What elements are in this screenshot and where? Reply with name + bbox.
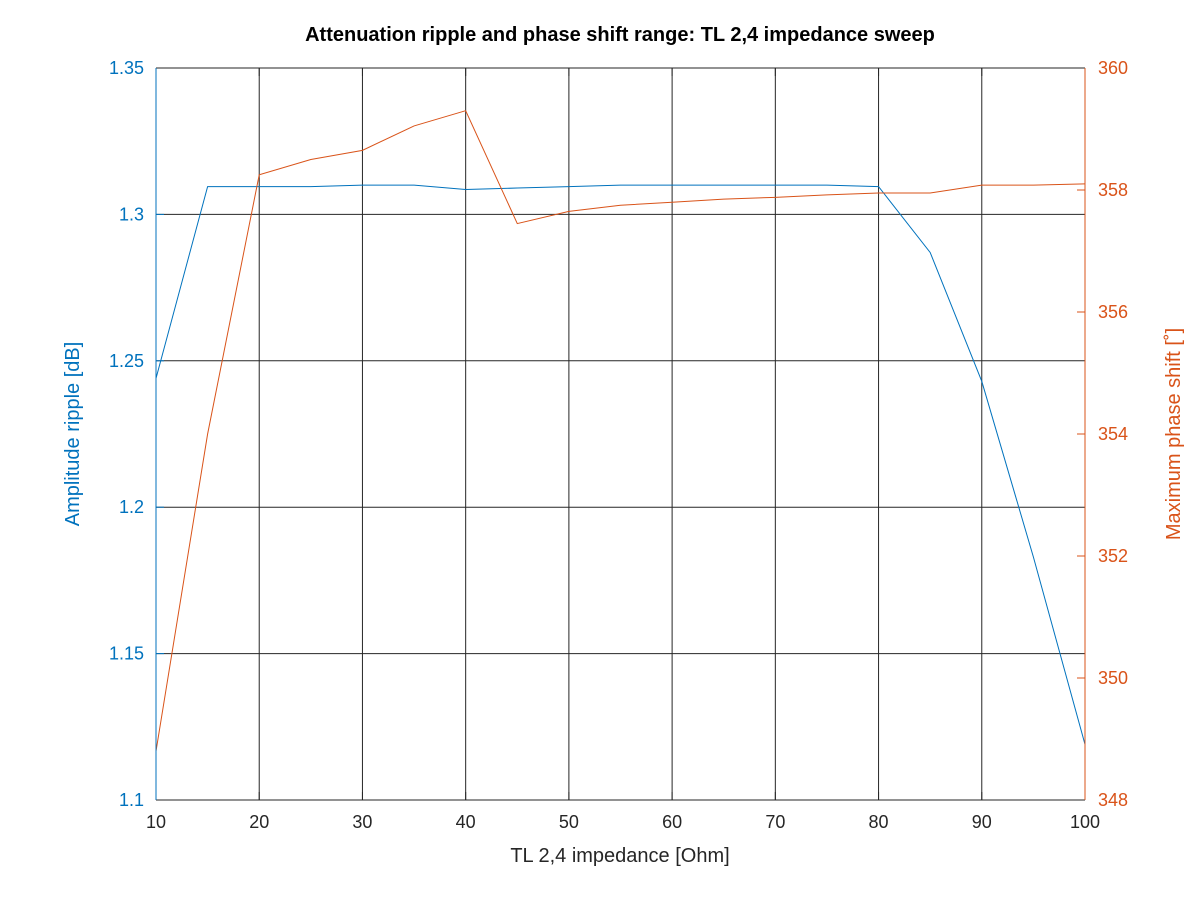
y-right-tick-label: 348	[1098, 790, 1128, 810]
x-tick-label: 100	[1070, 812, 1100, 832]
y-right-tick-label: 352	[1098, 546, 1128, 566]
x-tick-label: 40	[456, 812, 476, 832]
y-left-tick-label: 1.25	[109, 351, 144, 371]
y-left-tick-label: 1.3	[119, 204, 144, 224]
x-tick-label: 90	[972, 812, 992, 832]
grid	[155, 67, 1086, 801]
x-tick-label: 80	[869, 812, 889, 832]
y-right-axis-label: Maximum phase shift [˚]	[1163, 328, 1185, 540]
x-tick-label: 50	[559, 812, 579, 832]
y-left-tick-label: 1.1	[119, 790, 144, 810]
x-tick-label: 20	[249, 812, 269, 832]
tick-labels: 10 20 30 40 50 60 70 80 90 100 1.1 1.15 1.2 1.25 1.3 1.…	[109, 58, 1128, 832]
x-tick-label: 70	[765, 812, 785, 832]
y-right-tick-label: 354	[1098, 424, 1128, 444]
y-right-tick-label: 360	[1098, 58, 1128, 78]
y-left-tick-label: 1.2	[119, 497, 144, 517]
x-tick-label: 30	[352, 812, 372, 832]
y-right-tick-label: 358	[1098, 180, 1128, 200]
x-tick-label: 60	[662, 812, 682, 832]
y-left-axis-label: Amplitude ripple [dB]	[62, 342, 84, 527]
phase-shift-line	[155, 110, 1086, 752]
axes	[155, 67, 1086, 801]
y-right-tick-label: 356	[1098, 302, 1128, 322]
y-right-tick-label: 350	[1098, 668, 1128, 688]
x-axis-label: TL 2,4 impedance [Ohm]	[510, 845, 729, 867]
chart-title: Attenuation ripple and phase shift range…	[305, 24, 935, 46]
amplitude-ripple-line	[155, 184, 1086, 745]
series-layer	[155, 110, 1086, 752]
x-tick-label: 10	[146, 812, 166, 832]
y-left-tick-label: 1.35	[109, 58, 144, 78]
y-left-tick-label: 1.15	[109, 644, 144, 664]
